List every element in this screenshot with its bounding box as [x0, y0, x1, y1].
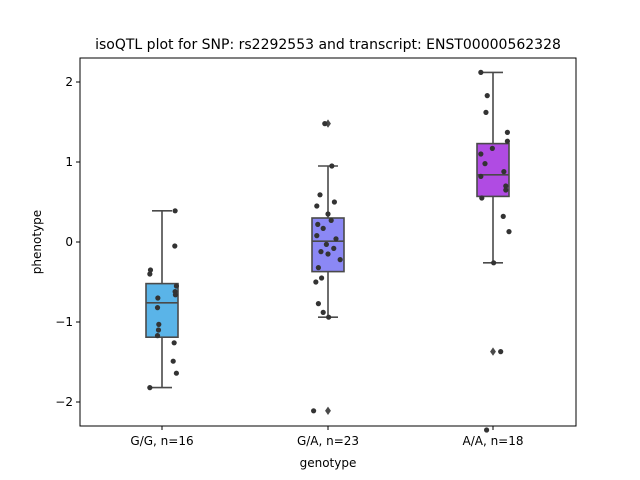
x-tick-label: A/A, n=18: [462, 434, 523, 448]
y-tick-label: 2: [65, 75, 73, 89]
data-point: [325, 251, 331, 257]
data-point: [155, 327, 162, 333]
data-point: [172, 208, 178, 214]
data-point: [504, 138, 510, 144]
data-point: [331, 199, 337, 205]
data-point: [315, 221, 321, 227]
data-point: [317, 192, 323, 198]
data-point: [319, 275, 325, 281]
x-axis: G/G, n=16 G/A, n=23 A/A, n=18: [130, 426, 524, 448]
data-point: [154, 305, 161, 311]
data-point: [313, 279, 319, 285]
box-group: [311, 119, 345, 415]
data-point: [325, 211, 331, 217]
data-point: [328, 217, 334, 223]
box-series: [145, 69, 512, 433]
y-tick-label: 1: [65, 155, 73, 169]
data-point: [482, 161, 488, 167]
data-point: [322, 121, 328, 127]
data-point: [503, 183, 509, 189]
data-point: [320, 225, 326, 231]
data-point: [315, 265, 321, 271]
data-point: [498, 349, 504, 355]
data-point: [504, 129, 510, 135]
data-point: [503, 187, 509, 193]
data-point: [147, 267, 154, 273]
data-point: [323, 241, 329, 247]
data-point: [314, 233, 320, 239]
x-tick-label: G/A, n=23: [297, 434, 359, 448]
data-point: [331, 245, 337, 251]
data-point: [172, 243, 178, 249]
data-point: [489, 145, 495, 151]
y-tick-label: 0: [65, 235, 73, 249]
box-group: [145, 208, 179, 391]
data-point: [170, 358, 176, 364]
data-point: [484, 427, 490, 433]
data-point: [314, 203, 320, 209]
data-point: [173, 370, 179, 376]
y-tick-label: −1: [55, 315, 73, 329]
data-point: [154, 333, 161, 339]
data-point: [478, 173, 484, 179]
data-point: [491, 260, 497, 266]
data-point: [478, 69, 484, 75]
data-point: [329, 163, 335, 169]
data-point: [315, 301, 321, 307]
data-point: [506, 229, 512, 235]
data-point: [484, 93, 490, 99]
data-point: [171, 340, 177, 346]
data-point: [479, 195, 485, 201]
data-point: [155, 295, 161, 301]
data-point: [320, 309, 326, 315]
outlier-marker: [325, 119, 331, 128]
data-point: [478, 151, 484, 157]
outlier-marker: [490, 347, 496, 356]
y-axis: 2 1 0 −1 −2: [55, 75, 80, 409]
data-point: [337, 257, 343, 263]
data-point: [483, 109, 489, 115]
data-point: [172, 292, 179, 298]
data-point: [500, 213, 506, 219]
data-point: [156, 321, 162, 327]
data-point: [173, 283, 179, 289]
data-point: [333, 236, 339, 242]
chart-title: isoQTL plot for SNP: rs2292553 and trans…: [95, 37, 561, 53]
data-point: [318, 249, 324, 255]
y-tick-label: −2: [55, 395, 73, 409]
outlier-marker: [325, 406, 331, 415]
y-axis-label: phenotype: [30, 210, 44, 274]
data-point: [147, 271, 153, 277]
x-tick-label: G/G, n=16: [130, 434, 193, 448]
x-axis-label: genotype: [300, 456, 357, 470]
data-point: [326, 314, 332, 320]
data-point: [501, 169, 507, 175]
iqr-box: [145, 282, 179, 339]
data-point: [311, 408, 317, 414]
data-point: [147, 385, 153, 391]
box-group: [476, 69, 512, 433]
